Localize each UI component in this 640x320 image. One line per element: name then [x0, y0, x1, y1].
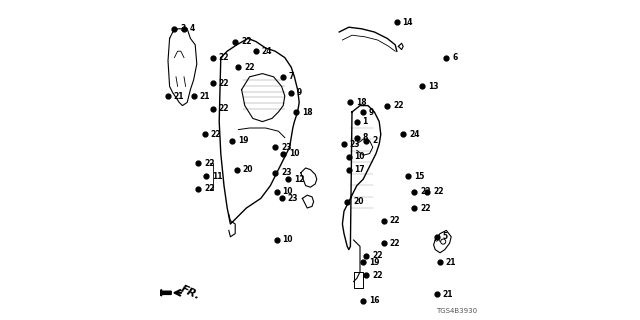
Text: 22: 22	[390, 239, 400, 248]
Text: 3: 3	[180, 24, 186, 33]
Text: 10: 10	[289, 149, 300, 158]
Text: 22: 22	[390, 216, 400, 225]
Text: 17: 17	[355, 165, 365, 174]
Text: 22: 22	[372, 252, 383, 260]
Text: 22: 22	[433, 188, 444, 196]
Text: 9: 9	[369, 108, 374, 116]
Text: 23: 23	[287, 194, 298, 203]
Text: 16: 16	[369, 296, 380, 305]
Text: TGS4B3930: TGS4B3930	[436, 308, 477, 314]
Text: 22: 22	[219, 104, 229, 113]
Text: 14: 14	[403, 18, 413, 27]
Text: 15: 15	[414, 172, 424, 180]
Text: 7: 7	[289, 72, 294, 81]
Text: 21: 21	[200, 92, 210, 100]
Text: 18: 18	[302, 108, 312, 116]
Text: 24: 24	[262, 47, 272, 56]
Text: 13: 13	[428, 82, 438, 91]
Text: 10: 10	[283, 188, 293, 196]
Text: 20: 20	[353, 197, 364, 206]
Text: 23: 23	[281, 143, 291, 152]
Text: 22: 22	[211, 130, 221, 139]
Text: 23: 23	[281, 168, 291, 177]
Text: 22: 22	[372, 271, 383, 280]
Text: 22: 22	[241, 37, 252, 46]
Text: 18: 18	[356, 98, 367, 107]
Text: 22: 22	[219, 79, 229, 88]
Text: 23: 23	[349, 140, 360, 148]
Text: 11: 11	[212, 172, 223, 180]
Text: 22: 22	[420, 188, 431, 196]
Text: 10: 10	[283, 236, 293, 244]
Text: 22: 22	[420, 204, 431, 212]
Text: 6: 6	[452, 53, 458, 62]
Text: 22: 22	[204, 184, 214, 193]
Text: 9: 9	[297, 88, 302, 97]
Text: 19: 19	[369, 258, 380, 267]
Text: 19: 19	[238, 136, 248, 145]
Text: 8: 8	[362, 133, 368, 142]
Text: 22: 22	[244, 63, 255, 72]
FancyArrow shape	[157, 290, 172, 296]
Text: 22: 22	[393, 101, 403, 110]
Text: 21: 21	[445, 258, 456, 267]
Text: 2: 2	[372, 136, 378, 145]
Text: 12: 12	[294, 175, 304, 184]
Text: 21: 21	[443, 290, 453, 299]
Text: 5: 5	[443, 232, 448, 241]
Text: 20: 20	[243, 165, 253, 174]
Text: FR.: FR.	[179, 284, 202, 302]
Text: 22: 22	[219, 53, 229, 62]
Text: 24: 24	[409, 130, 419, 139]
Text: 1: 1	[362, 117, 368, 126]
Text: 10: 10	[355, 152, 365, 161]
Text: 4: 4	[189, 24, 195, 33]
Text: 21: 21	[174, 92, 184, 100]
Text: 22: 22	[204, 159, 214, 168]
